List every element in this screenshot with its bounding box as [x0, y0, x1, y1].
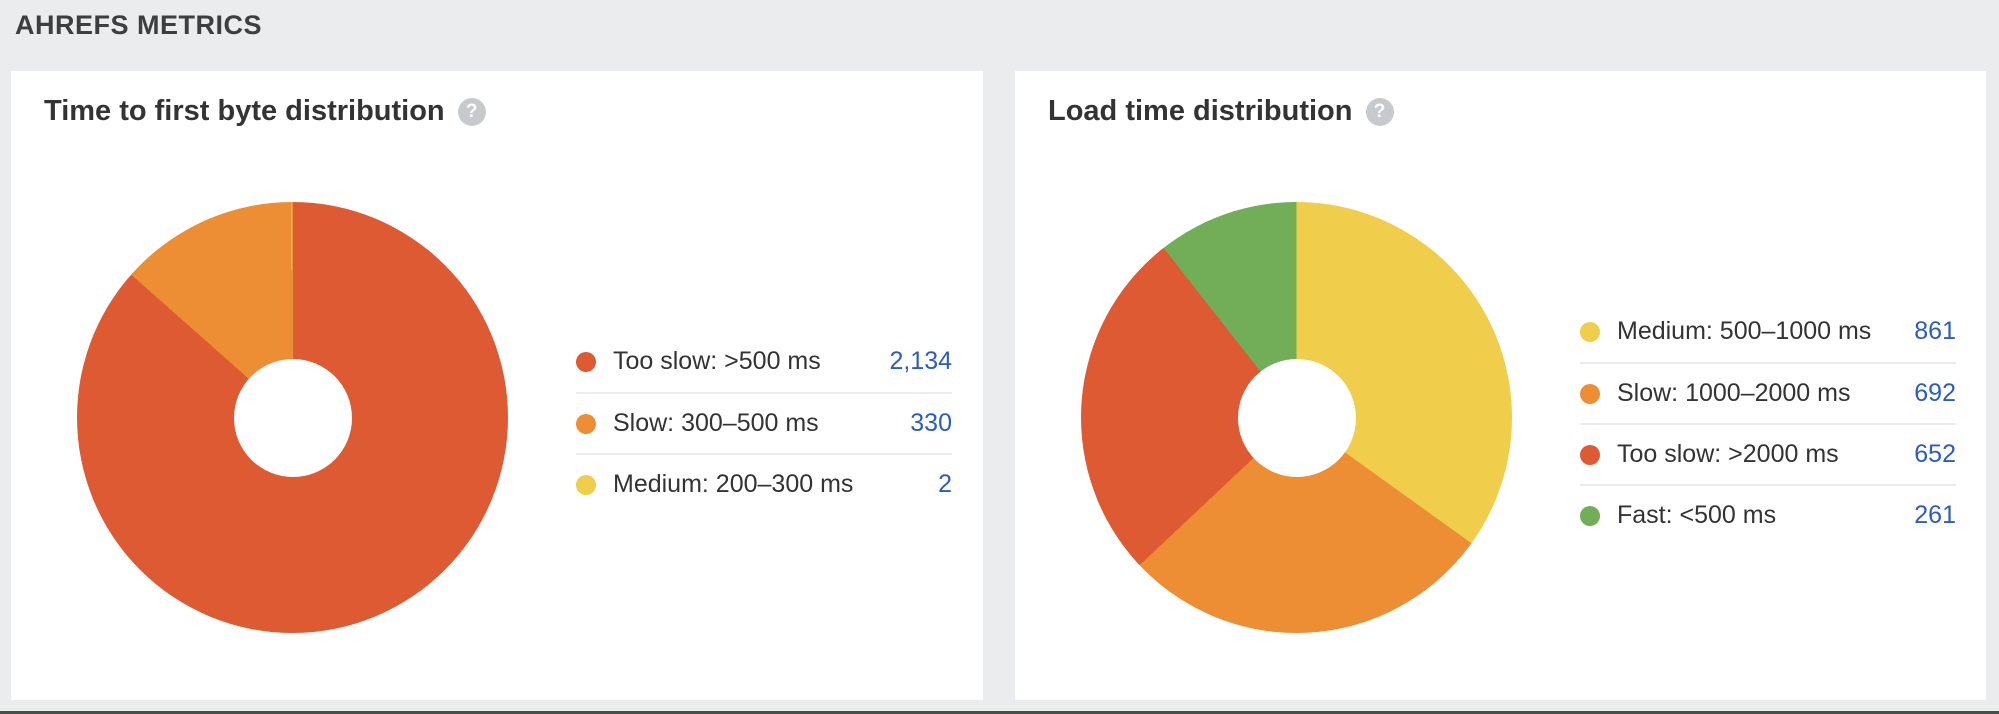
chart-title-row: Load time distribution ? — [1048, 95, 1394, 128]
chart-legend: Too slow: >500 ms 2,134 Slow: 300–500 ms 33… — [576, 331, 952, 514]
bottom-divider-bar — [0, 711, 1999, 714]
help-icon[interactable]: ? — [457, 97, 486, 126]
legend-label: Too slow: >2000 ms — [1617, 440, 1839, 468]
legend-color-dot — [576, 474, 596, 495]
section-heading: AHREFS METRICS — [15, 10, 263, 40]
chart-title: Load time distribution — [1048, 95, 1353, 127]
legend-color-dot — [1580, 505, 1600, 526]
legend-value-link[interactable]: 692 — [1914, 379, 1956, 407]
donut-hole — [233, 358, 352, 477]
load-time-chart-card: Load time distribution ? Medium: 500–100… — [1015, 71, 1986, 700]
legend-value-link[interactable]: 2 — [938, 470, 952, 498]
legend-item: Slow: 1000–2000 ms 692 — [1580, 362, 1956, 423]
legend-value-link[interactable]: 652 — [1914, 440, 1956, 468]
legend-value-link[interactable]: 2,134 — [889, 347, 952, 375]
legend-item: Medium: 500–1000 ms 861 — [1580, 301, 1956, 362]
legend-color-dot — [1580, 444, 1600, 465]
legend-label: Fast: <500 ms — [1617, 501, 1777, 529]
legend-color-dot — [576, 351, 596, 372]
legend-color-dot — [1580, 383, 1600, 404]
donut-hole — [1237, 358, 1356, 477]
chart-legend: Medium: 500–1000 ms 861 Slow: 1000–2000 ms… — [1580, 301, 1956, 545]
ttfb-chart-card: Time to first byte distribution ? Too sl… — [11, 71, 983, 700]
legend-item: Too slow: >500 ms 2,134 — [576, 331, 952, 392]
legend-color-dot — [1580, 321, 1600, 342]
legend-item: Medium: 200–300 ms 2 — [576, 453, 952, 514]
legend-color-dot — [576, 413, 596, 434]
legend-value-link[interactable]: 330 — [910, 409, 952, 437]
legend-label: Medium: 500–1000 ms — [1617, 317, 1872, 345]
legend-label: Slow: 300–500 ms — [613, 409, 819, 437]
legend-item: Slow: 300–500 ms 330 — [576, 392, 952, 453]
legend-item: Fast: <500 ms 261 — [1580, 484, 1956, 545]
legend-item: Too slow: >2000 ms 652 — [1580, 423, 1956, 484]
legend-label: Medium: 200–300 ms — [613, 470, 854, 498]
help-icon[interactable]: ? — [1365, 97, 1394, 126]
chart-title-row: Time to first byte distribution ? — [44, 95, 486, 128]
legend-value-link[interactable]: 861 — [1914, 317, 1956, 345]
legend-label: Too slow: >500 ms — [613, 347, 821, 375]
donut-chart[interactable] — [1081, 202, 1512, 633]
legend-label: Slow: 1000–2000 ms — [1617, 379, 1851, 407]
chart-title: Time to first byte distribution — [44, 95, 445, 127]
donut-chart[interactable] — [77, 202, 508, 633]
legend-value-link[interactable]: 261 — [1914, 501, 1956, 529]
